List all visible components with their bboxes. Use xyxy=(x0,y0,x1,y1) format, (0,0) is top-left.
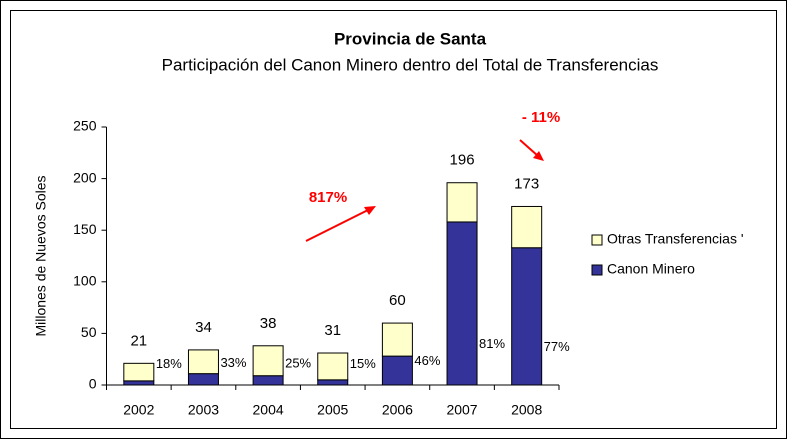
y-tick-label: 250 xyxy=(73,118,97,134)
total-label: 31 xyxy=(324,322,341,339)
annotation-arrow xyxy=(305,208,371,242)
y-tick-label: 50 xyxy=(81,324,97,340)
share-label: 81% xyxy=(479,336,505,351)
share-label: 33% xyxy=(220,355,246,370)
x-tick-label: 2003 xyxy=(188,402,219,418)
bar-segment xyxy=(123,362,155,382)
bar-segment xyxy=(252,345,284,377)
legend-swatch xyxy=(591,234,603,246)
bar-segment xyxy=(446,182,478,223)
arrow-head xyxy=(533,151,544,161)
share-label: 18% xyxy=(156,356,182,371)
x-tick-label: 2002 xyxy=(123,402,154,418)
annotation: 817% xyxy=(309,189,347,206)
y-tick-label: 150 xyxy=(73,221,97,237)
total-label: 34 xyxy=(195,319,212,336)
bar-segment xyxy=(381,355,413,386)
legend-label: Otras Transferencias ' xyxy=(607,231,744,247)
y-tick-label: 100 xyxy=(73,273,97,289)
total-label: 173 xyxy=(514,175,539,192)
legend-label: Canon Minero xyxy=(607,261,695,277)
bar-segment xyxy=(187,373,219,386)
share-label: 46% xyxy=(414,353,440,368)
y-tick-label: 200 xyxy=(73,169,97,185)
x-tick-label: 2004 xyxy=(253,402,284,418)
x-tick-label: 2008 xyxy=(511,402,542,418)
legend-swatch xyxy=(591,264,603,276)
bar-segment xyxy=(317,379,349,386)
bar-segment xyxy=(381,322,413,357)
y-axis-label: Millones de Nuevos Soles xyxy=(33,175,49,336)
x-tick-label: 2007 xyxy=(446,402,477,418)
total-label: 196 xyxy=(450,152,475,169)
bar-segment xyxy=(123,380,155,386)
share-label: 25% xyxy=(285,355,311,370)
share-label: 77% xyxy=(544,339,570,354)
chart-title: Provincia de Santa xyxy=(334,29,487,48)
annotation-arrow xyxy=(519,139,539,157)
bar-segment xyxy=(252,375,284,386)
share-label: 15% xyxy=(350,356,376,371)
x-tick-label: 2006 xyxy=(382,402,413,418)
bar-segment xyxy=(317,352,349,381)
total-label: 60 xyxy=(389,292,406,309)
chart-subtitle: Participación del Canon Minero dentro de… xyxy=(162,55,659,74)
x-tick-label: 2005 xyxy=(317,402,348,418)
total-label: 38 xyxy=(260,315,277,332)
total-label: 21 xyxy=(130,332,147,349)
arrow-head xyxy=(364,206,376,215)
bar-segment xyxy=(511,205,543,249)
annotation: - 11% xyxy=(522,109,560,126)
bar-segment xyxy=(511,247,543,386)
y-tick-label: 0 xyxy=(89,376,97,392)
bar-segment xyxy=(187,349,219,375)
bar-segment xyxy=(446,221,478,386)
